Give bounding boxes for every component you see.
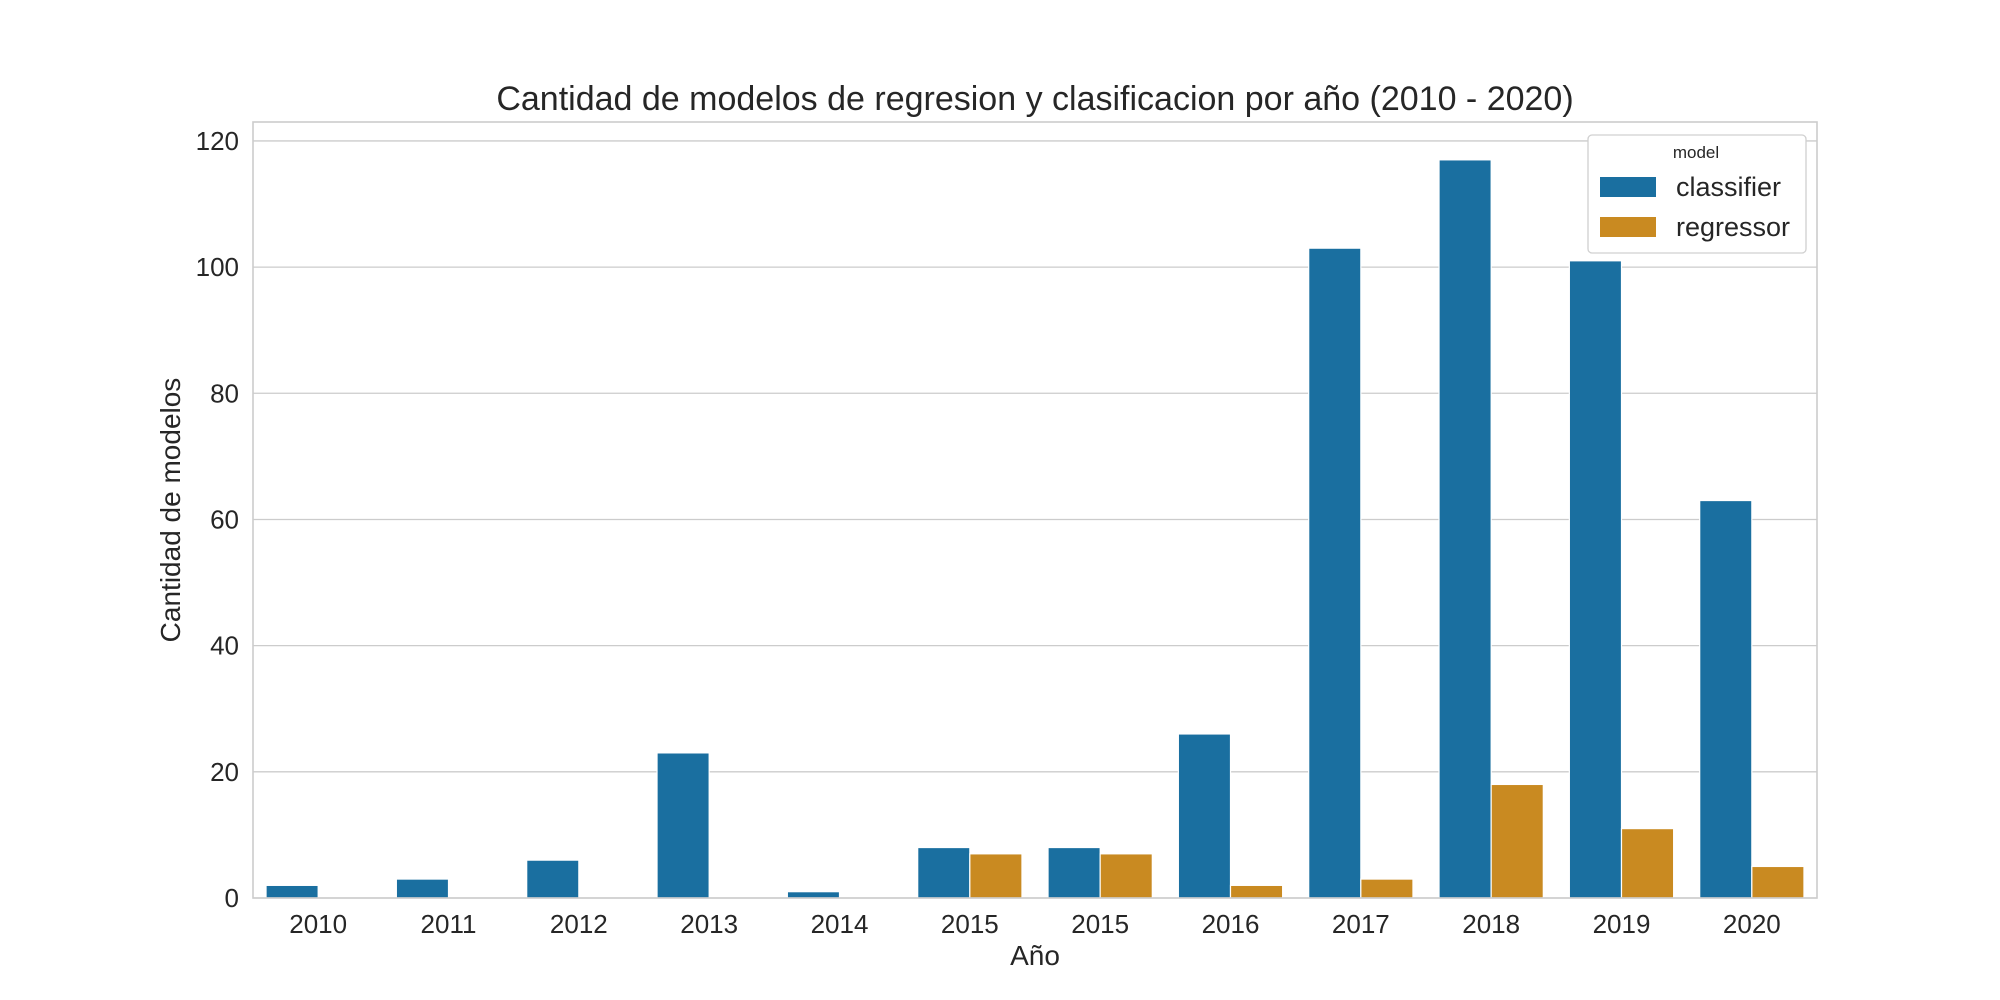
x-tick-label: 2010 bbox=[289, 909, 347, 939]
bar-classifier-2018 bbox=[1438, 159, 1492, 899]
x-tick-label: 2016 bbox=[1202, 909, 1260, 939]
x-tick-label: 2018 bbox=[1462, 909, 1520, 939]
legend-swatch-classifier bbox=[1600, 177, 1656, 197]
y-axis-label: Cantidad de modelos bbox=[155, 378, 186, 643]
x-tick-label: 2017 bbox=[1332, 909, 1390, 939]
legend-items: classifier regressor bbox=[1600, 172, 1790, 242]
bar-regressor-2019 bbox=[1620, 828, 1675, 899]
bar-classifier-2016 bbox=[1177, 733, 1232, 899]
bar-regressor-2017 bbox=[1360, 878, 1414, 899]
bars bbox=[265, 159, 1805, 899]
bar-regressor-2016 bbox=[1229, 884, 1284, 899]
x-tick-label: 2013 bbox=[680, 909, 738, 939]
y-axis-ticks: 0 20 40 60 80 100 120 bbox=[196, 126, 239, 913]
bar-classifier-2014 bbox=[786, 891, 841, 899]
bar-classifier-2019 bbox=[1568, 260, 1623, 899]
legend-label-classifier: classifier bbox=[1676, 172, 1781, 202]
x-tick-label: 2011 bbox=[421, 909, 477, 939]
x-tick-label: 2019 bbox=[1593, 909, 1651, 939]
y-tick-label: 100 bbox=[196, 252, 239, 282]
bar-classifier-2010 bbox=[265, 884, 319, 899]
grid-lines bbox=[253, 140, 1817, 899]
x-tick-label: 2014 bbox=[811, 909, 869, 939]
x-axis-ticks: 2010 2011 2012 2013 2014 2015 2015 2016 2017 2018… bbox=[289, 909, 1781, 939]
y-tick-label: 20 bbox=[210, 757, 239, 787]
bar-classifier-2020 bbox=[1699, 499, 1753, 899]
bar-classifier-2017 bbox=[1308, 247, 1362, 899]
x-tick-label: 2020 bbox=[1723, 909, 1781, 939]
legend-swatch-regressor bbox=[1600, 217, 1656, 237]
y-tick-label: 40 bbox=[210, 631, 239, 661]
y-tick-label: 80 bbox=[210, 378, 239, 408]
y-tick-label: 120 bbox=[196, 126, 239, 156]
x-axis-label: Año bbox=[1010, 940, 1060, 971]
x-tick-label: 2015 bbox=[1071, 909, 1129, 939]
x-tick-label: 2015 bbox=[941, 909, 999, 939]
bar-classifier-2015 bbox=[1047, 846, 1101, 899]
bar-classifier-2015 bbox=[917, 846, 971, 899]
y-tick-label: 0 bbox=[225, 883, 239, 913]
y-tick-label: 60 bbox=[210, 504, 239, 534]
legend-label-regressor: regressor bbox=[1676, 212, 1790, 242]
plot-frame bbox=[252, 121, 1818, 899]
bar-classifier-2013 bbox=[656, 752, 710, 899]
bar-regressor-2015 bbox=[969, 853, 1023, 899]
legend: model classifier regressor bbox=[1587, 134, 1807, 254]
x-tick-label: 2012 bbox=[550, 909, 608, 939]
chart-title: Cantidad de modelos de regresion y clasi… bbox=[496, 80, 1573, 118]
bar-regressor-2020 bbox=[1751, 865, 1805, 899]
bar-classifier-2011 bbox=[395, 878, 450, 899]
legend-title: model bbox=[1673, 143, 1719, 162]
bar-regressor-2015 bbox=[1099, 853, 1153, 899]
bar-regressor-2018 bbox=[1490, 783, 1544, 899]
bar-classifier-2012 bbox=[526, 859, 580, 899]
